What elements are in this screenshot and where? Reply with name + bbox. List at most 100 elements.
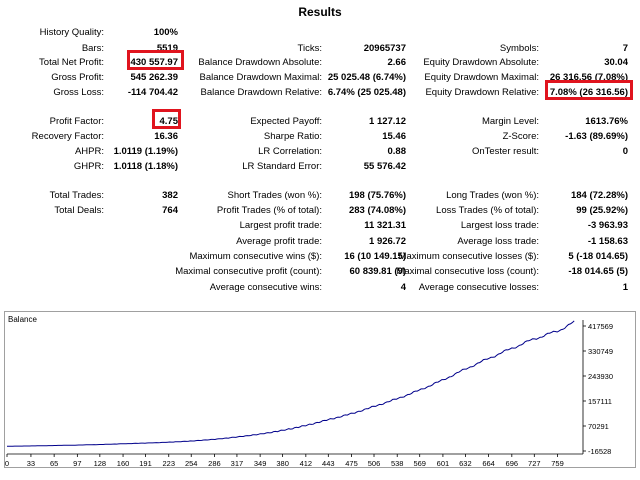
- x-tick-label: 160: [117, 459, 130, 468]
- ticks-value: 20965737: [363, 43, 406, 54]
- highlight-profit-factor: [152, 109, 181, 129]
- x-tick-label: 223: [162, 459, 175, 468]
- x-tick-label: 506: [368, 459, 381, 468]
- average-consecutive-losses-value: 1: [622, 282, 628, 293]
- short-trades-won-label: Short Trades (won %):: [227, 190, 322, 201]
- y-tick-label: -16528: [588, 447, 611, 456]
- ghpr-label: GHPR:: [73, 161, 104, 172]
- largest-loss-trade-value: -3 963.93: [587, 220, 628, 231]
- highlight-total-net-profit: [127, 50, 184, 70]
- average-consecutive-wins-label: Average consecutive wins:: [209, 282, 322, 293]
- margin-level-label: Margin Level:: [481, 116, 539, 127]
- x-tick-label: 286: [208, 459, 221, 468]
- total-net-profit-label: Total Net Profit:: [39, 57, 104, 68]
- balance-series-line: [7, 320, 575, 447]
- total-deals-label: Total Deals:: [54, 205, 104, 216]
- x-tick-label: 727: [528, 459, 541, 468]
- largest-loss-trade-label: Largest loss trade:: [460, 220, 539, 231]
- x-tick-label: 412: [300, 459, 313, 468]
- balance-drawdown-maximal-value: 25 025.48 (6.74%): [327, 72, 406, 83]
- average-loss-trade-value: -1 158.63: [587, 236, 628, 247]
- history-quality-label: History Quality:: [39, 27, 104, 38]
- gross-profit-value: 545 262.39: [130, 72, 178, 83]
- balance-drawdown-relative-label: Balance Drawdown Relative:: [200, 87, 322, 98]
- equity-drawdown-maximal-value: 26 316.56 (7.08%): [549, 72, 628, 83]
- expected-payoff-value: 1 127.12: [369, 116, 406, 127]
- symbols-value: 7: [622, 43, 628, 54]
- average-loss-trade-label: Average loss trade:: [457, 236, 539, 247]
- x-tick-label: 128: [94, 459, 107, 468]
- x-tick-label: 191: [139, 459, 152, 468]
- long-trades-won-value: 184 (72.28%): [570, 190, 628, 201]
- bars-value: 5519: [156, 43, 178, 54]
- total-deals-value: 764: [162, 205, 178, 216]
- lr-correlation-value: 0.88: [387, 146, 407, 157]
- recovery-factor-value: 16.36: [154, 131, 178, 142]
- profit-factor-value: 4.75: [159, 116, 179, 127]
- gross-loss-label: Gross Loss:: [53, 87, 104, 98]
- sharpe-ratio-label: Sharpe Ratio:: [263, 131, 322, 142]
- recovery-factor-label: Recovery Factor:: [31, 131, 104, 142]
- maximum-consecutive-wins-label: Maximum consecutive wins ($):: [189, 251, 322, 262]
- highlight-equity-drawdown-relative: [545, 80, 633, 100]
- margin-level-value: 1613.76%: [585, 116, 628, 127]
- x-tick-label: 0: [5, 459, 9, 468]
- total-trades-label: Total Trades:: [49, 190, 104, 201]
- maximal-consecutive-profit-count-label: Maximal consecutive profit (count):: [175, 266, 322, 277]
- y-tick-label: 70291: [588, 422, 609, 431]
- total-trades-value: 382: [162, 190, 178, 201]
- equity-drawdown-absolute-label: Equity Drawdown Absolute:: [423, 57, 539, 68]
- maximal-consecutive-loss-count-value: -18 014.65 (5): [568, 266, 628, 277]
- x-tick-label: 317: [231, 459, 244, 468]
- expected-payoff-label: Expected Payoff:: [250, 116, 322, 127]
- gross-profit-label: Gross Profit:: [51, 72, 104, 83]
- equity-drawdown-maximal-label: Equity Drawdown Maximal:: [424, 72, 539, 83]
- long-trades-won-label: Long Trades (won %):: [446, 190, 539, 201]
- ontester-result-value: 0: [622, 146, 628, 157]
- balance-drawdown-maximal-label: Balance Drawdown Maximal:: [199, 72, 323, 83]
- x-tick-label: 97: [73, 459, 81, 468]
- x-tick-label: 664: [482, 459, 495, 468]
- average-profit-trade-label: Average profit trade:: [236, 236, 322, 247]
- y-tick-label: 243930: [588, 372, 613, 381]
- average-consecutive-losses-label: Average consecutive losses:: [418, 282, 539, 293]
- maximum-consecutive-wins-value: 16 (10 149.15): [344, 251, 406, 262]
- average-consecutive-wins-value: 4: [400, 282, 406, 293]
- x-tick-label: 475: [345, 459, 358, 468]
- short-trades-won-value: 198 (75.76%): [348, 190, 406, 201]
- bars-label: Bars:: [81, 43, 104, 54]
- symbols-label: Symbols:: [499, 43, 539, 54]
- loss-trades-of-total-value: 99 (25.92%): [576, 205, 628, 216]
- maximum-consecutive-losses-label: Maximum consecutive losses ($):: [398, 251, 539, 262]
- balance-drawdown-absolute-value: 2.66: [387, 57, 407, 68]
- gross-loss-value: -114 704.42: [127, 87, 178, 98]
- profit-trades-of-total-value: 283 (74.08%): [348, 205, 406, 216]
- balance-drawdown-relative-value: 6.74% (25 025.48): [327, 87, 406, 98]
- balance-chart: [4, 311, 636, 468]
- largest-profit-trade-label: Largest profit trade:: [239, 220, 322, 231]
- maximum-consecutive-losses-value: 5 (-18 014.65): [568, 251, 628, 262]
- x-tick-label: 380: [276, 459, 289, 468]
- profit-factor-label: Profit Factor:: [49, 116, 104, 127]
- equity-drawdown-relative-value: 7.08% (26 316.56): [549, 87, 628, 98]
- chart-title: Balance: [8, 315, 37, 324]
- y-tick-label: 330749: [588, 347, 613, 356]
- ahpr-value: 1.0119 (1.19%): [113, 146, 178, 157]
- x-tick-label: 33: [27, 459, 35, 468]
- sharpe-ratio-value: 15.46: [382, 131, 406, 142]
- average-profit-trade-value: 1 926.72: [369, 236, 406, 247]
- total-net-profit-value: 430 557.97: [130, 57, 178, 68]
- y-tick-label: 157111: [588, 397, 612, 406]
- x-tick-label: 538: [391, 459, 404, 468]
- lr-standard-error-label: LR Standard Error:: [242, 161, 322, 172]
- profit-trades-of-total-label: Profit Trades (% of total):: [216, 205, 322, 216]
- ahpr-label: AHPR:: [74, 146, 104, 157]
- x-tick-label: 601: [437, 459, 450, 468]
- ghpr-value: 1.0118 (1.18%): [113, 161, 178, 172]
- equity-drawdown-relative-label: Equity Drawdown Relative:: [425, 87, 539, 98]
- loss-trades-of-total-label: Loss Trades (% of total):: [436, 205, 539, 216]
- maximal-consecutive-profit-count-value: 60 839.81 (9): [349, 266, 406, 277]
- equity-drawdown-absolute-value: 30.04: [604, 57, 628, 68]
- z-score-label: Z-Score:: [502, 131, 539, 142]
